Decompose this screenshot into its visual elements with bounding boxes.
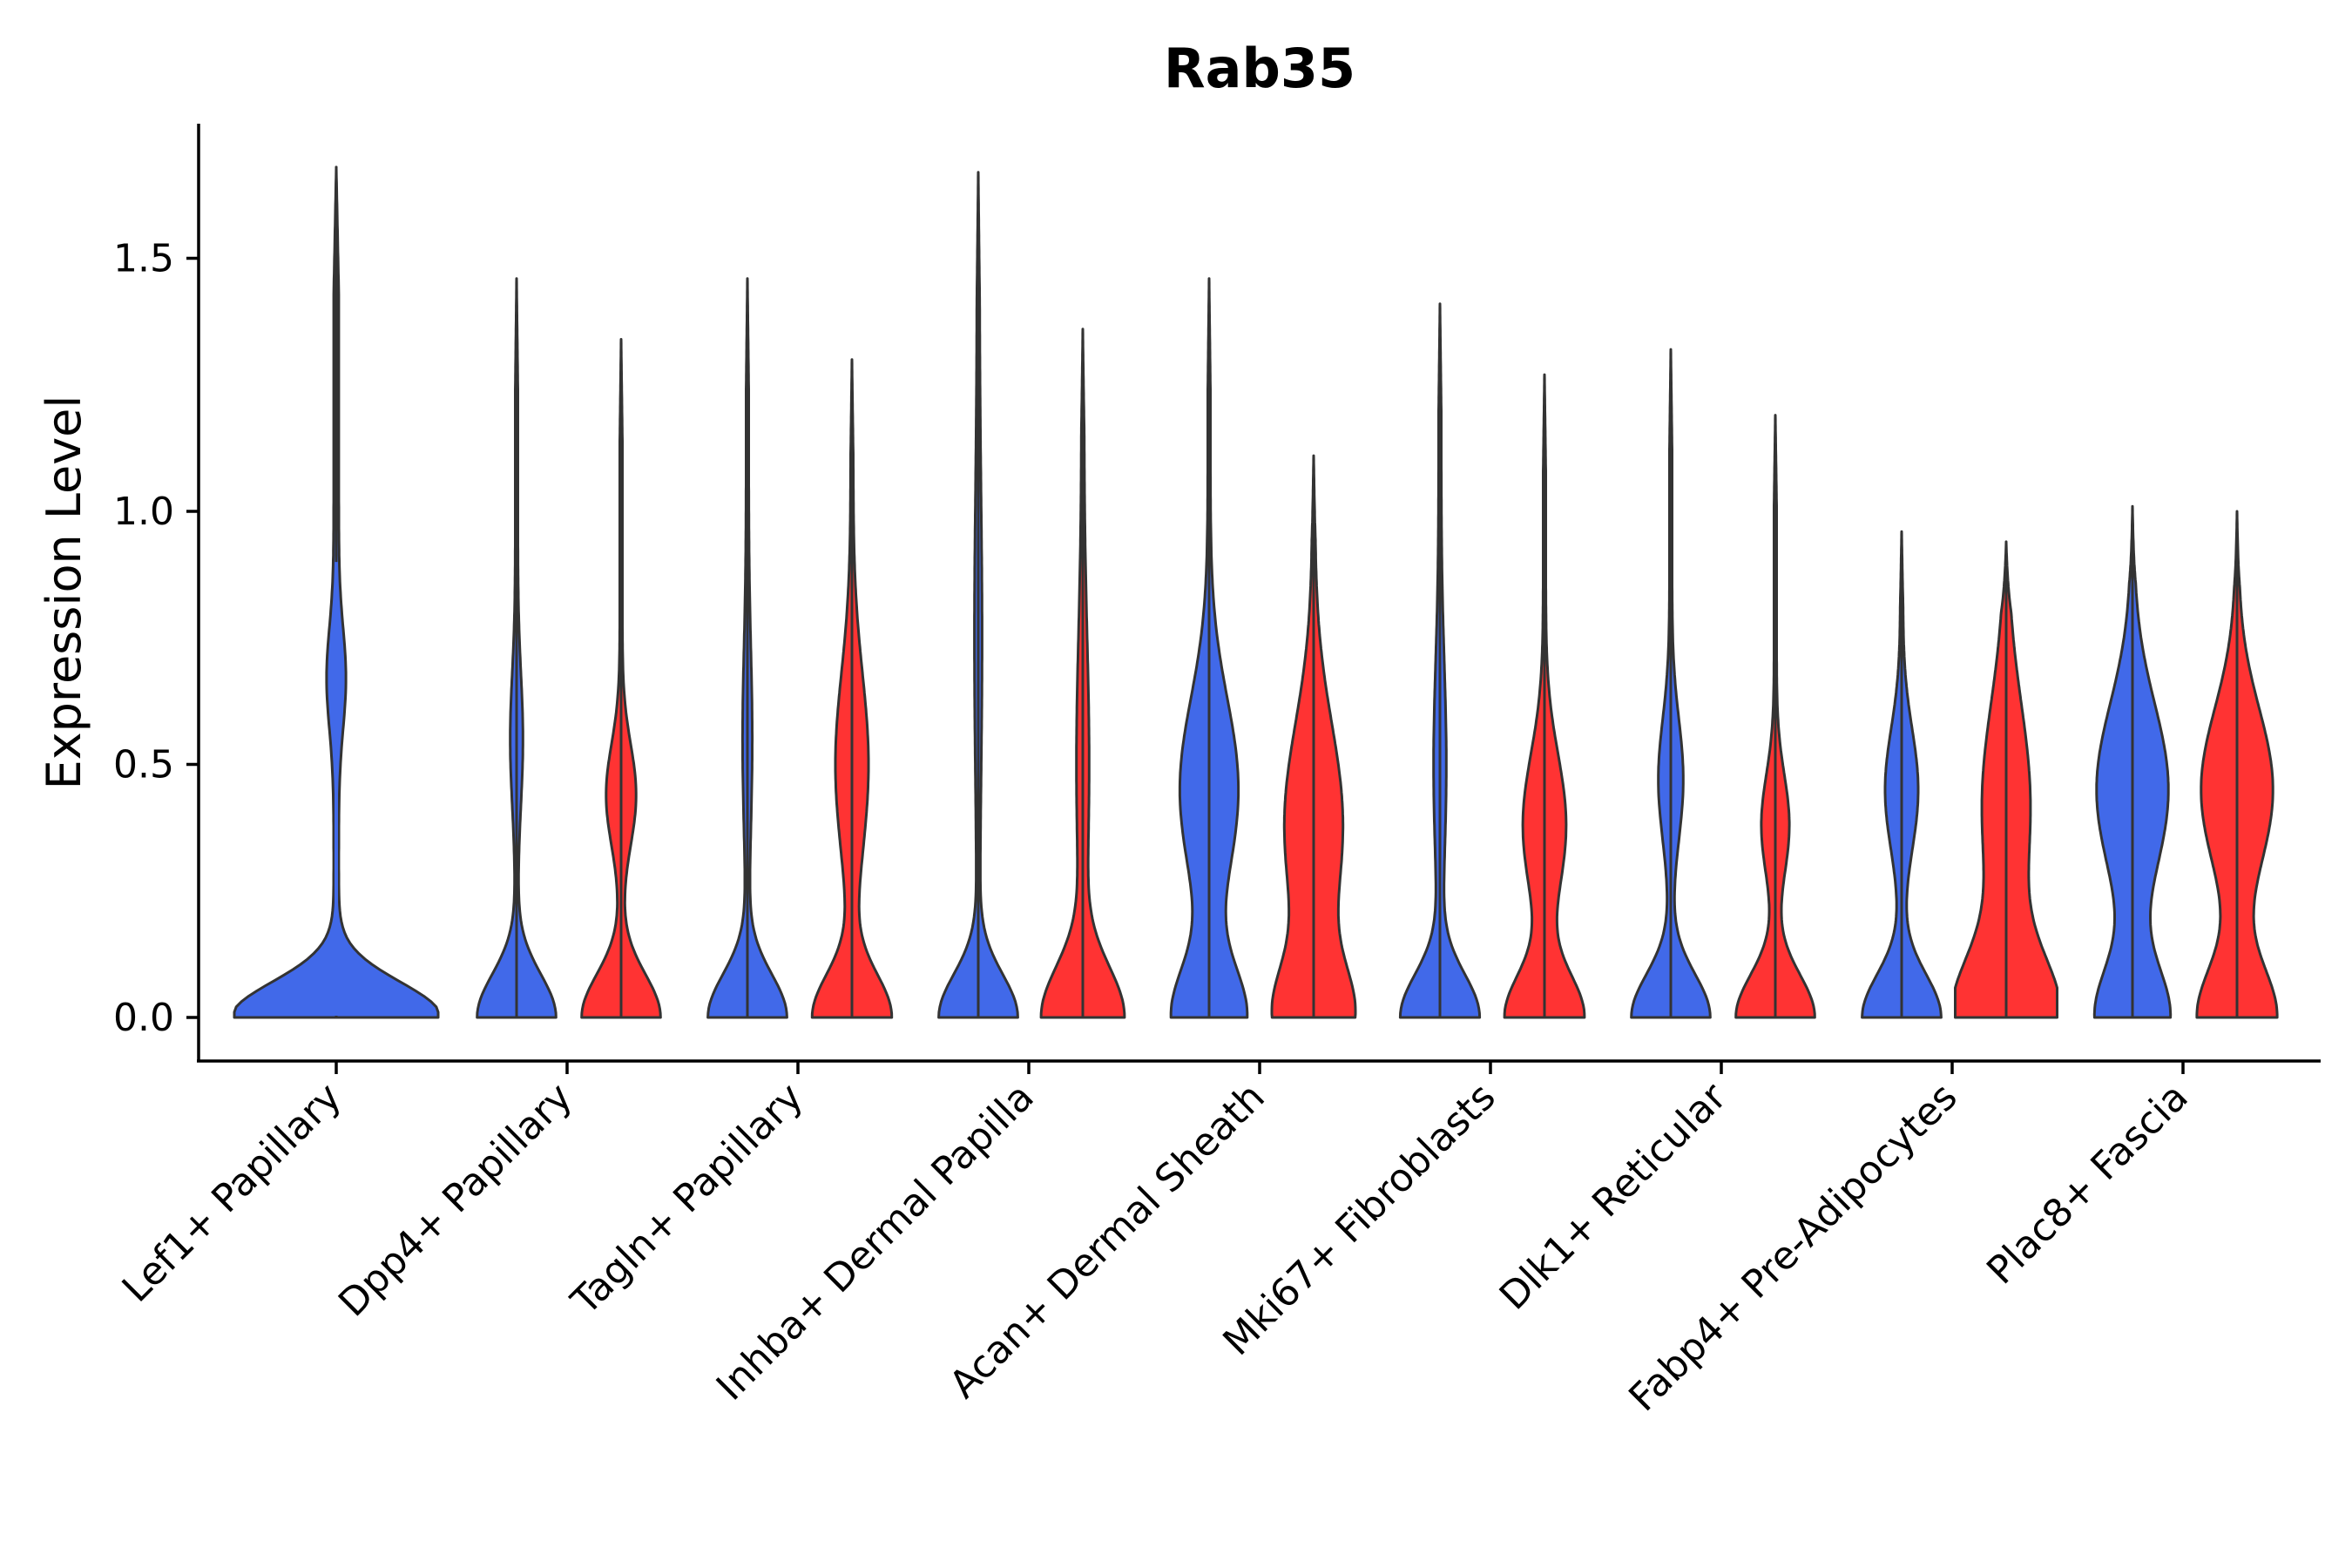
violin-group1 — [1630, 348, 1712, 1019]
x-tick-label: Dpp4+ Papillary — [330, 1075, 581, 1326]
x-tick-label: Dlk1+ Reticular — [1491, 1074, 1736, 1319]
violin-group1 — [706, 277, 788, 1019]
violin-group2 — [1503, 373, 1586, 1019]
violin-group1 — [937, 171, 1019, 1019]
violin-group2 — [1954, 540, 2058, 1019]
chart-title: Rab35 — [1164, 37, 1355, 100]
y-tick-label: 0.0 — [113, 996, 174, 1040]
violin-group1-right-half — [335, 166, 440, 1019]
violin-group2 — [1270, 454, 1357, 1019]
y-tick-label: 1.5 — [113, 237, 174, 281]
violin-group1 — [1861, 530, 1943, 1019]
violin-group1 — [476, 277, 558, 1019]
violin-group2 — [1039, 328, 1126, 1019]
y-axis-label: Expression Level — [37, 395, 91, 790]
y-axis-ticks: 0.0 0.5 1.0 1.5 — [113, 237, 199, 1040]
y-tick-label: 0.5 — [113, 743, 174, 787]
violin-group2 — [810, 358, 894, 1019]
violin-group2 — [2195, 510, 2279, 1019]
violin-group — [233, 166, 2279, 1019]
violin-group1 — [2092, 504, 2173, 1019]
x-tick-label: Tagln+ Papillary — [563, 1075, 812, 1324]
violin-group1-left-half — [233, 166, 338, 1019]
violin-group2 — [1734, 414, 1816, 1019]
violin-group1 — [1169, 277, 1249, 1019]
y-tick-label: 1.0 — [113, 490, 174, 534]
x-tick-label: Plac8+ Fascia — [1978, 1075, 2197, 1294]
x-tick-label: Lef1+ Papillary — [114, 1075, 350, 1311]
violin-group1 — [1398, 302, 1482, 1019]
violin-group2 — [580, 338, 662, 1019]
